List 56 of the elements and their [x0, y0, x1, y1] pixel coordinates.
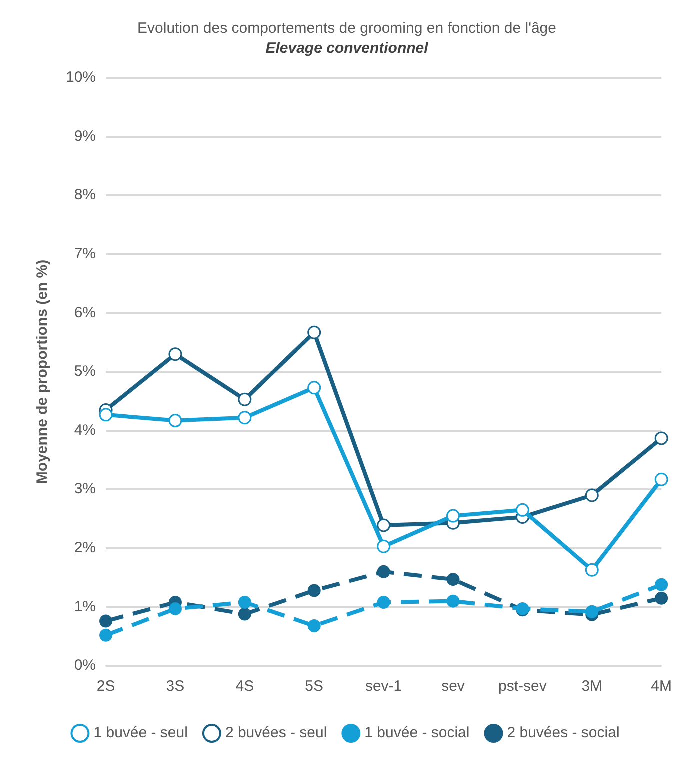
point: [654, 432, 668, 446]
y-tick-label: 1%: [74, 598, 96, 616]
point: [168, 348, 182, 362]
point: [168, 414, 182, 428]
point: [308, 326, 322, 340]
y-tick-label: 0%: [74, 657, 96, 674]
point: [238, 392, 252, 406]
chart-title: Evolution des comportements de grooming en fonction de l'âge: [138, 20, 556, 38]
point: [585, 488, 599, 502]
point: [446, 509, 460, 523]
x-tick-label: sev-1: [365, 678, 402, 696]
point: [377, 596, 390, 609]
y-tick-label: 7%: [74, 246, 96, 263]
x-tick-label: 4S: [236, 678, 254, 696]
x-tick-label: 3S: [166, 678, 185, 696]
x-tick-label: 2S: [96, 678, 116, 696]
y-tick-label: 2%: [74, 540, 96, 557]
y-tick-label: 10%: [66, 69, 96, 86]
point: [377, 518, 391, 532]
y-tick-label: 6%: [74, 304, 96, 322]
legend-label: 1 buvée - social: [364, 724, 470, 742]
y-tick-label: 5%: [74, 363, 96, 380]
point: [377, 565, 390, 578]
point: [586, 605, 599, 618]
y-tick-label: 4%: [74, 422, 96, 439]
point: [585, 563, 599, 577]
legend-label: 2 buvées - social: [507, 724, 620, 742]
y-tick-label: 8%: [74, 186, 96, 204]
x-tick-label: 4M: [651, 678, 672, 696]
x-tick-label: 5S: [305, 678, 324, 696]
x-tick-label: 3M: [582, 678, 603, 696]
legend-label: 2 buvées - seul: [225, 724, 328, 742]
point: [100, 614, 113, 628]
point: [100, 628, 113, 642]
point: [516, 503, 530, 517]
point: [446, 573, 460, 586]
point: [655, 578, 668, 592]
point: [168, 602, 182, 616]
point: [238, 411, 252, 425]
point: [308, 620, 321, 633]
y-tick-label: 9%: [74, 128, 96, 145]
legend-label: 1 buvée - seul: [94, 724, 188, 742]
point: [308, 584, 321, 598]
point: [99, 408, 113, 422]
x-tick-label: sev: [442, 678, 466, 696]
y-axis-title: Moyenne de proportions (en %): [34, 260, 52, 484]
point: [238, 596, 252, 609]
y-tick-label: 3%: [74, 480, 96, 498]
point: [238, 608, 252, 621]
point: [446, 594, 460, 608]
chart-subtitle: Elevage conventionnel: [266, 40, 430, 58]
point: [654, 472, 668, 486]
point: [655, 592, 668, 605]
x-tick-label: pst-sev: [498, 678, 548, 696]
point: [308, 381, 322, 395]
point: [377, 540, 391, 554]
